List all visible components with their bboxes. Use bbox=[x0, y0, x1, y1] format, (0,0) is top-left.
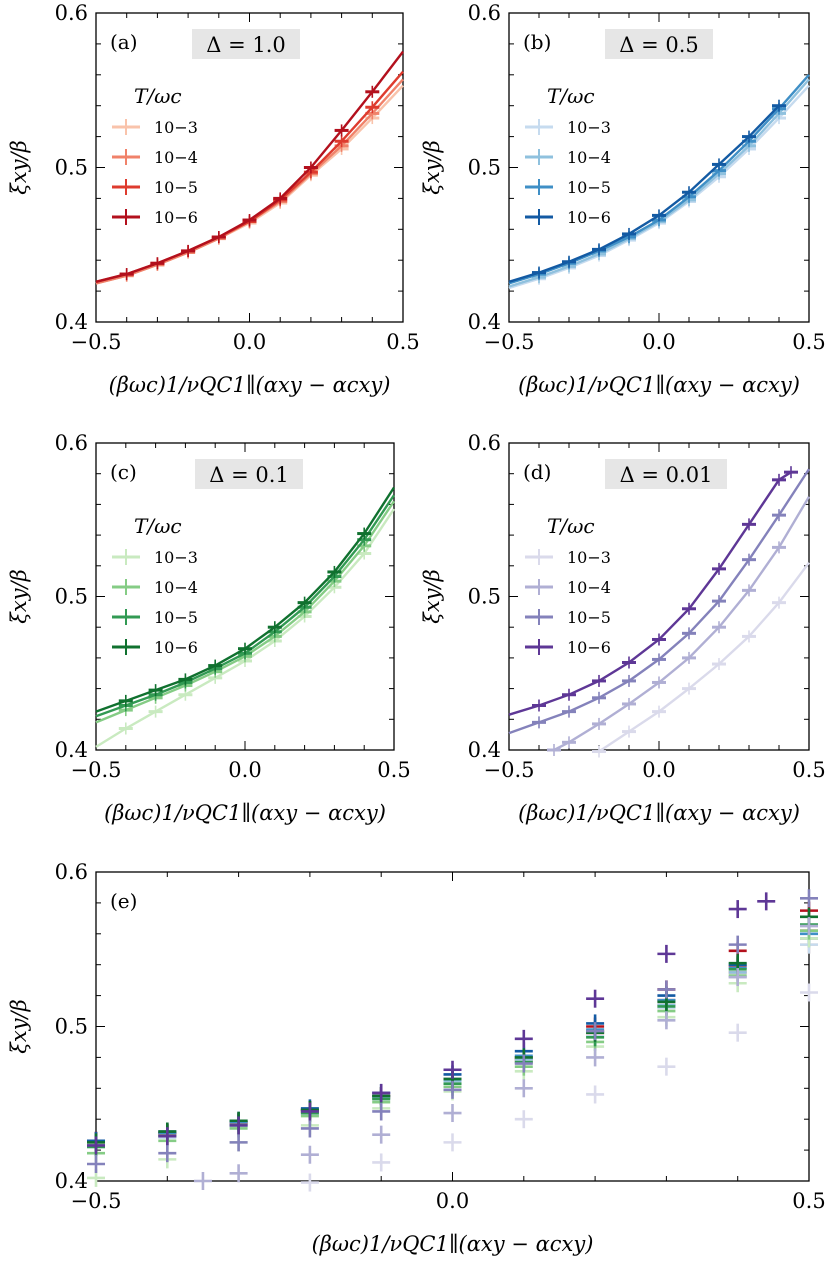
x-tick-label: 0.5 bbox=[386, 330, 419, 354]
delta-badge-bg-d bbox=[605, 459, 727, 489]
x-tick-label: −0.5 bbox=[484, 758, 535, 782]
plot-frame-b bbox=[508, 12, 810, 323]
x-axis-label: (βωc)1/νQC1∥(αxy − αcxy) bbox=[518, 373, 800, 397]
legend-title-a: T/ωc bbox=[134, 84, 182, 108]
panel-label-c: (c) bbox=[110, 460, 137, 484]
y-axis-label: ξxy/β bbox=[420, 140, 444, 195]
y-tick-label: 0.6 bbox=[55, 431, 88, 455]
x-tick-label: 0.0 bbox=[436, 1189, 469, 1213]
x-tick-label: 0.5 bbox=[377, 758, 410, 782]
panel-a: −0.5 0.0 0.5 0.4 0.5 0.6 ξxy/β (βωc)1/νQC1∥(αxy… bbox=[7, 1, 420, 397]
series-line-d-0 bbox=[598, 561, 810, 753]
panel-c: −0.5 0.0 0.5 0.4 0.5 0.6 ξxy/β (βωc)1/νQC1∥(αxy… bbox=[7, 431, 411, 825]
legend-label-c: 10−3 bbox=[154, 548, 198, 567]
legend-label-d: 10−3 bbox=[567, 548, 611, 567]
x-tick-label: −0.5 bbox=[71, 758, 122, 782]
plot-frame-a bbox=[95, 12, 404, 323]
delta-badge-bg-c bbox=[195, 459, 303, 489]
y-tick-label: 0.4 bbox=[55, 738, 88, 762]
plot-frame-d bbox=[508, 442, 810, 751]
legend-label-c: 10−4 bbox=[154, 578, 198, 597]
y-axis-label: ξxy/β bbox=[7, 569, 31, 624]
panel-label-b: (b) bbox=[523, 30, 551, 54]
x-tick-label: 0.0 bbox=[642, 758, 675, 782]
delta-badge-a: Δ = 1.0 bbox=[206, 33, 286, 57]
series-line-d-1 bbox=[553, 496, 811, 752]
legend-title-b: T/ωc bbox=[547, 84, 595, 108]
y-tick-label: 0.6 bbox=[55, 860, 88, 884]
legend-label-c: 10−6 bbox=[154, 638, 198, 657]
y-tick-label: 0.5 bbox=[55, 1015, 88, 1039]
x-tick-label: 0.5 bbox=[792, 1189, 825, 1213]
x-tick-label: 0.0 bbox=[233, 330, 266, 354]
legend-title-c: T/ωc bbox=[134, 514, 182, 538]
y-tick-label: 0.5 bbox=[468, 156, 501, 180]
series-line-c-0 bbox=[95, 508, 395, 748]
delta-badge-bg-b bbox=[605, 29, 713, 59]
panel-label-d: (d) bbox=[523, 460, 551, 484]
panel-label-a: (a) bbox=[110, 30, 138, 54]
legend-label-b: 10−6 bbox=[567, 208, 611, 227]
legend-title-d: T/ωc bbox=[547, 514, 595, 538]
y-tick-label: 0.6 bbox=[468, 1, 501, 25]
y-axis-label: ξxy/β bbox=[7, 999, 31, 1054]
legend-label-a: 10−6 bbox=[154, 208, 198, 227]
x-tick-label: 0.0 bbox=[642, 330, 675, 354]
legend-label-b: 10−3 bbox=[567, 118, 611, 137]
series-line-d-2 bbox=[508, 468, 811, 735]
delta-badge-b: Δ = 0.5 bbox=[619, 33, 699, 57]
panel-label-e: (e) bbox=[110, 889, 137, 913]
x-tick-label: 0.0 bbox=[228, 758, 261, 782]
legend-label-d: 10−6 bbox=[567, 638, 611, 657]
y-tick-label: 0.4 bbox=[468, 738, 501, 762]
y-axis-label: ξxy/β bbox=[420, 569, 444, 624]
panels-layer: −0.5 0.0 0.5 0.4 0.5 0.6 ξxy/β (βωc)1/νQC1∥(αxy… bbox=[7, 1, 826, 1256]
x-tick-label: 0.5 bbox=[792, 330, 825, 354]
delta-badge-bg-a bbox=[192, 29, 300, 59]
x-tick-label: −0.5 bbox=[71, 1189, 122, 1213]
legend-label-a: 10−4 bbox=[154, 148, 198, 167]
y-tick-label: 0.6 bbox=[55, 1, 88, 25]
y-tick-label: 0.5 bbox=[468, 585, 501, 609]
y-tick-label: 0.4 bbox=[468, 310, 501, 334]
series-line-b-3 bbox=[508, 104, 780, 283]
series-line-a-0 bbox=[95, 84, 404, 285]
panel-e: −0.5 0.0 0.5 0.4 0.5 0.6 ξxy/β (βωc)1/νQC1∥(αxy… bbox=[7, 860, 826, 1256]
legend-label-d: 10−5 bbox=[567, 608, 611, 627]
y-tick-label: 0.4 bbox=[55, 1169, 88, 1193]
legend-label-c: 10−5 bbox=[154, 608, 198, 627]
x-axis-label: (βωc)1/νQC1∥(αxy − αcxy) bbox=[109, 373, 391, 397]
x-tick-label: −0.5 bbox=[484, 330, 535, 354]
x-axis-label: (βωc)1/νQC1∥(αxy − αcxy) bbox=[518, 801, 800, 825]
panel-d: −0.5 0.0 0.5 0.4 0.5 0.6 ξxy/β (βωc)1/νQC1∥(αxy… bbox=[420, 431, 826, 825]
x-tick-label: 0.5 bbox=[792, 758, 825, 782]
y-axis-label: ξxy/β bbox=[7, 140, 31, 195]
legend-label-d: 10−4 bbox=[567, 578, 611, 597]
y-tick-label: 0.5 bbox=[55, 156, 88, 180]
y-tick-label: 0.6 bbox=[468, 431, 501, 455]
y-tick-label: 0.4 bbox=[55, 310, 88, 334]
series-line-b-1 bbox=[508, 78, 810, 288]
delta-badge-c: Δ = 0.1 bbox=[209, 463, 289, 487]
x-tick-label: −0.5 bbox=[71, 330, 122, 354]
legend-label-b: 10−5 bbox=[567, 178, 611, 197]
series-line-b-0 bbox=[508, 84, 810, 290]
legend-label-b: 10−4 bbox=[567, 148, 611, 167]
legend-label-a: 10−5 bbox=[154, 178, 198, 197]
y-tick-label: 0.5 bbox=[55, 585, 88, 609]
delta-badge-d: Δ = 0.01 bbox=[620, 463, 713, 487]
panel-b: −0.5 0.0 0.5 0.4 0.5 0.6 ξxy/β (βωc)1/νQC1∥(αxy… bbox=[420, 1, 826, 397]
x-axis-label: (βωc)1/νQC1∥(αxy − αcxy) bbox=[104, 801, 386, 825]
x-axis-label: (βωc)1/νQC1∥(αxy − αcxy) bbox=[312, 1232, 594, 1256]
legend-label-a: 10−3 bbox=[154, 118, 198, 137]
